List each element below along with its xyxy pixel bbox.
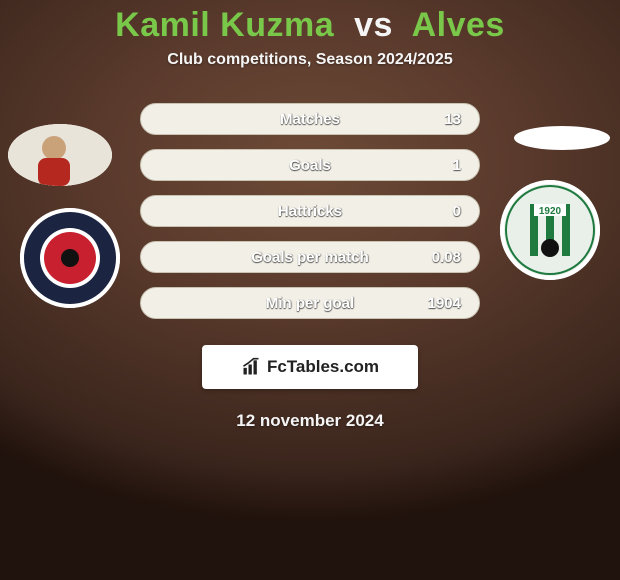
right-player-photo [514,126,610,150]
stat-label: Min per goal [266,295,354,312]
title-player2: Alves [412,6,505,44]
stat-label: Goals per match [251,249,369,266]
stat-right: 1904 [428,295,461,312]
stat-right: 0 [453,203,461,220]
left-club-crest [20,208,120,308]
right-club-crest: 1920 [500,180,600,280]
subtitle: Club competitions, Season 2024/2025 [167,51,452,69]
site-badge: FcTables.com [202,345,418,389]
stat-right: 0.08 [432,249,461,266]
stat-label: Goals [289,157,331,174]
right-crest-year: 1920 [539,206,562,217]
title-player1: Kamil Kuzma [115,6,334,44]
stat-row-goals: Goals 1 [140,149,480,181]
stat-right: 13 [444,111,461,128]
title: Kamil Kuzma vs Alves [115,6,505,45]
title-vs: vs [354,6,393,44]
date-text: 12 november 2024 [236,411,383,431]
site-badge-text: FcTables.com [267,357,379,377]
stat-row-mpg: Min per goal 1904 [140,287,480,319]
stat-label: Hattricks [278,203,342,220]
stat-row-hattricks: Hattricks 0 [140,195,480,227]
stat-label: Matches [280,111,340,128]
bar-chart-icon [241,357,261,377]
stat-row-gpm: Goals per match 0.08 [140,241,480,273]
stat-row-matches: Matches 13 [140,103,480,135]
left-player-photo [8,124,112,186]
stat-right: 1 [453,157,461,174]
stat-bars: Matches 13 Goals 1 Hattricks 0 Goals per… [140,103,480,333]
